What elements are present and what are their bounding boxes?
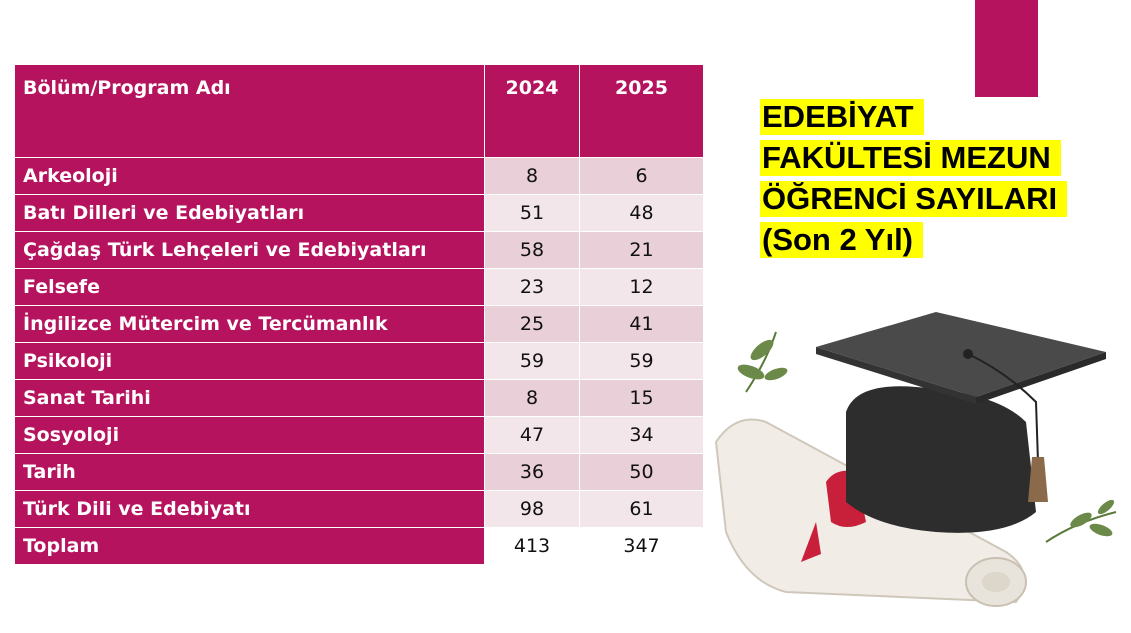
year-2025-cell: 6	[579, 157, 704, 195]
year-2025-cell: 61	[579, 490, 704, 528]
graduation-cap-icon	[816, 312, 1106, 533]
program-name-cell: İngilizce Mütercim ve Tercümanlık	[14, 305, 485, 343]
year-2024-cell: 23	[484, 268, 580, 306]
graduation-cap-and-diploma-icon	[714, 312, 1117, 607]
title-line-3: ÖĞRENCİ SAYILARI	[760, 181, 1068, 217]
year-2025-cell: 48	[579, 194, 704, 232]
program-name-cell: Tarih	[14, 453, 485, 491]
year-2025-cell: 59	[579, 342, 704, 380]
table-row: Toplam 413 347	[14, 527, 704, 565]
table-row: Türk Dili ve Edebiyatı 98 61	[14, 490, 704, 528]
year-2024-cell: 413	[484, 527, 580, 565]
header-program-name: Bölüm/Program Adı	[14, 64, 485, 158]
year-2024-cell: 36	[484, 453, 580, 491]
program-name-cell: Felsefe	[14, 268, 485, 306]
program-name-cell: Çağdaş Türk Lehçeleri ve Edebiyatları	[14, 231, 485, 269]
program-name-cell: Arkeoloji	[14, 157, 485, 195]
program-name-cell: Batı Dilleri ve Edebiyatları	[14, 194, 485, 232]
table-row: İngilizce Mütercim ve Tercümanlık 25 41	[14, 305, 704, 343]
graduates-table: Bölüm/Program Adı 2024 2025 Arkeoloji 8 6 B…	[14, 64, 704, 565]
year-2024-cell: 98	[484, 490, 580, 528]
year-2024-cell: 58	[484, 231, 580, 269]
year-2024-cell: 51	[484, 194, 580, 232]
year-2025-cell: 34	[579, 416, 704, 454]
year-2024-cell: 59	[484, 342, 580, 380]
program-name-cell: Sanat Tarihi	[14, 379, 485, 417]
year-2024-cell: 8	[484, 157, 580, 195]
header-year-2025: 2025	[579, 64, 704, 158]
program-name-cell: Türk Dili ve Edebiyatı	[14, 490, 485, 528]
table-row: Tarih 36 50	[14, 453, 704, 491]
table-row: Çağdaş Türk Lehçeleri ve Edebiyatları 58 2…	[14, 231, 704, 269]
table-row: Felsefe 23 12	[14, 268, 704, 306]
title-line-2: FAKÜLTESİ MEZUN	[760, 140, 1061, 176]
title-line-4: (Son 2 Yıl)	[760, 222, 924, 258]
program-name-cell: Psikoloji	[14, 342, 485, 380]
year-2025-cell: 41	[579, 305, 704, 343]
year-2024-cell: 25	[484, 305, 580, 343]
year-2025-cell: 21	[579, 231, 704, 269]
program-name-cell: Sosyoloji	[14, 416, 485, 454]
leaf-sprig-left-icon	[737, 331, 788, 393]
table-header-row: Bölüm/Program Adı 2024 2025	[14, 64, 704, 158]
year-2024-cell: 47	[484, 416, 580, 454]
title-line-1: EDEBİYAT	[760, 99, 924, 135]
year-2025-cell: 15	[579, 379, 704, 417]
page-title: EDEBİYAT FAKÜLTESİ MEZUN ÖĞRENCİ SAYILAR…	[760, 96, 1068, 260]
table-row: Psikoloji 59 59	[14, 342, 704, 380]
year-2025-cell: 50	[579, 453, 704, 491]
table-row: Sosyoloji 47 34	[14, 416, 704, 454]
leaf-sprig-right-icon	[1045, 499, 1117, 543]
accent-bar	[975, 0, 1038, 97]
year-2025-cell: 347	[579, 527, 704, 565]
year-2025-cell: 12	[579, 268, 704, 306]
year-2024-cell: 8	[484, 379, 580, 417]
table-row: Sanat Tarihi 8 15	[14, 379, 704, 417]
table-row: Batı Dilleri ve Edebiyatları 51 48	[14, 194, 704, 232]
program-name-cell: Toplam	[14, 527, 485, 565]
table-row: Arkeoloji 8 6	[14, 157, 704, 195]
header-year-2024: 2024	[484, 64, 580, 158]
